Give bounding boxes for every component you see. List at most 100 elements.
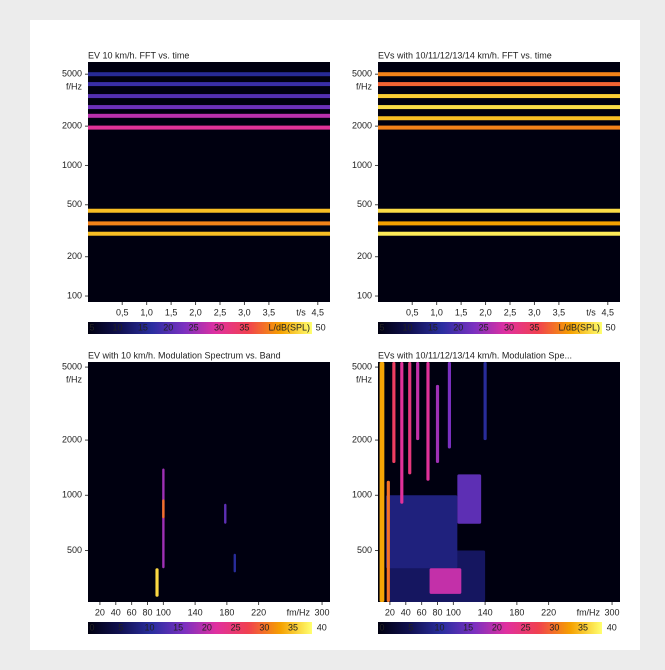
y-axis-label: f/Hz xyxy=(356,374,373,384)
y-tick-label: 500 xyxy=(357,199,372,209)
streak xyxy=(233,553,236,573)
x-tick-label: 2,0 xyxy=(189,307,202,317)
y-tick-label: 500 xyxy=(67,199,82,209)
colorbar-tick-label: 0 xyxy=(380,622,385,632)
streak xyxy=(416,362,420,441)
x-tick-label: 100 xyxy=(446,607,461,617)
marks xyxy=(88,72,330,236)
x-tick-label: 3,5 xyxy=(263,307,276,317)
x-tick-label: 4,5 xyxy=(312,307,325,317)
x-tick-label: 60 xyxy=(127,607,137,617)
band xyxy=(88,221,330,226)
band xyxy=(378,72,620,77)
x-tick-label: 1,5 xyxy=(455,307,468,317)
streak xyxy=(386,480,390,602)
y-tick-label: 2000 xyxy=(352,121,372,131)
y-tick-label: 5000 xyxy=(352,69,372,79)
plot-area xyxy=(88,62,330,302)
colorbar-tick-label: 10 xyxy=(402,322,412,332)
y-tick-label: 2000 xyxy=(62,121,82,131)
x-tick-label: 80 xyxy=(143,607,153,617)
panel-title: EVs with 10/11/12/13/14 km/h. FFT vs. ti… xyxy=(378,50,552,60)
colorbar-tick-label: 5 xyxy=(118,622,123,632)
band xyxy=(88,208,330,213)
x-tick-label: 140 xyxy=(478,607,493,617)
colorbar-tick-label: 30 xyxy=(259,622,269,632)
marks xyxy=(155,468,236,597)
streak xyxy=(379,362,385,602)
x-tick-label: 3,0 xyxy=(528,307,541,317)
y-axis-label: f/Hz xyxy=(66,82,83,92)
y-tick-label: 5000 xyxy=(352,361,372,371)
y-tick-label: 2000 xyxy=(62,434,82,444)
y-tick-label: 200 xyxy=(357,251,372,261)
x-tick-label: 2,5 xyxy=(214,307,227,317)
x-axis-label: fm/Hz xyxy=(287,607,311,617)
colorbar-tick-label: 10 xyxy=(144,622,154,632)
streak xyxy=(447,362,451,449)
x-tick-label: 40 xyxy=(111,607,121,617)
colorbar-tick-label: 15 xyxy=(138,322,148,332)
panel-title: EVs with 10/11/12/13/14 km/h. Modulation… xyxy=(378,350,572,360)
y-tick-label: 1000 xyxy=(352,490,372,500)
colorbar-tick-label: 5 xyxy=(380,322,385,332)
x-tick-label: 2,0 xyxy=(479,307,492,317)
band xyxy=(378,105,620,110)
band xyxy=(378,82,620,87)
streak xyxy=(426,362,430,481)
x-tick-label: 1,5 xyxy=(165,307,178,317)
colorbar xyxy=(88,322,312,334)
colorbar-tick-label: 35 xyxy=(288,622,298,632)
y-tick-label: 500 xyxy=(357,545,372,555)
colorbar-tick-label: 30 xyxy=(549,622,559,632)
colorbar-tick-label: 15 xyxy=(428,322,438,332)
colorbar-tick-label: 0 xyxy=(90,622,95,632)
y-tick-label: 1000 xyxy=(62,160,82,170)
x-tick-label: 2,5 xyxy=(504,307,517,317)
streak xyxy=(400,362,404,504)
band xyxy=(378,116,620,121)
x-tick-label: 20 xyxy=(95,607,105,617)
y-tick-label: 1000 xyxy=(62,490,82,500)
colorbar-tick-label: 15 xyxy=(463,622,473,632)
streak xyxy=(155,568,159,597)
x-tick-label: 100 xyxy=(156,607,171,617)
x-tick-label: 3,0 xyxy=(238,307,251,317)
colorbar-tick-label: 40 xyxy=(607,622,617,632)
colorbar-tick-label: 25 xyxy=(479,322,489,332)
marks xyxy=(378,72,620,236)
colorbar-tick-label: 30 xyxy=(214,322,224,332)
band xyxy=(88,94,330,99)
colorbar-label: L/dB(SPL) xyxy=(558,322,600,332)
streak xyxy=(385,495,458,569)
colorbar-label: L/dB(SPL) xyxy=(268,322,310,332)
band xyxy=(378,125,620,130)
panel-title: EV 10 km/h. FFT vs. time xyxy=(88,50,189,60)
streak xyxy=(457,474,482,524)
x-axis-label: t/s xyxy=(586,307,596,317)
colorbar-tick-label: 10 xyxy=(434,622,444,632)
y-axis-label: f/Hz xyxy=(66,374,83,384)
x-tick-label: 180 xyxy=(219,607,234,617)
colorbar-tick-label: 20 xyxy=(163,322,173,332)
streak xyxy=(224,503,227,524)
streak xyxy=(435,384,440,464)
x-tick-label: 80 xyxy=(433,607,443,617)
band xyxy=(88,113,330,118)
band xyxy=(378,94,620,99)
colorbar-tick-label: 35 xyxy=(578,622,588,632)
band xyxy=(378,231,620,236)
colorbar-tick-label: 25 xyxy=(231,622,241,632)
x-tick-label: 300 xyxy=(605,607,620,617)
colorbar-tick-label: 35 xyxy=(239,322,249,332)
y-tick-label: 5000 xyxy=(62,361,82,371)
x-axis-label: fm/Hz xyxy=(577,607,601,617)
band xyxy=(88,125,330,130)
x-tick-label: 220 xyxy=(541,607,556,617)
x-tick-label: 0,5 xyxy=(406,307,419,317)
y-axis-label: f/Hz xyxy=(356,82,373,92)
streak xyxy=(408,362,412,475)
colorbar-tick-label: 20 xyxy=(453,322,463,332)
y-tick-label: 1000 xyxy=(352,160,372,170)
